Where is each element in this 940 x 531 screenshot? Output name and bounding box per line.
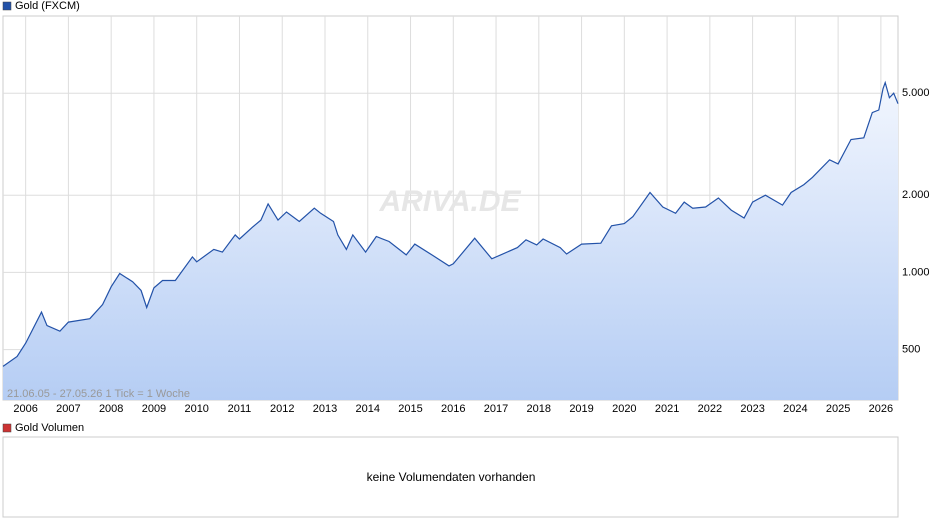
volume-panel [2, 436, 899, 518]
x-tick-label: 2012 [270, 403, 294, 415]
y-tick-label: 1.000 [902, 266, 930, 278]
x-tick-label: 2023 [740, 403, 764, 415]
x-tick-label: 2022 [698, 403, 722, 415]
x-tick-label: 2019 [569, 403, 593, 415]
x-tick-label: 2007 [56, 403, 80, 415]
info-text: 21.06.05 - 27.05.26 1 Tick = 1 Woche [7, 388, 190, 400]
x-tick-label: 2018 [527, 403, 551, 415]
x-tick-label: 2006 [13, 403, 37, 415]
x-tick-label: 2011 [228, 403, 252, 415]
legend-swatch [2, 423, 12, 433]
x-tick-label: 2024 [783, 403, 807, 415]
x-tick-label: 2013 [313, 403, 337, 415]
watermark: ARIVA.DE [378, 185, 521, 218]
x-tick-label: 2008 [99, 403, 123, 415]
area [3, 82, 898, 400]
y-tick-label: 2.000 [902, 189, 930, 201]
x-tick-label: 2016 [441, 403, 465, 415]
x-tick-label: 2026 [869, 403, 893, 415]
x-tick-label: 2017 [484, 403, 508, 415]
line [2, 80, 899, 367]
legend-swatch [2, 1, 12, 11]
y-tick-label: 5.000 [902, 87, 930, 99]
x-tick-label: 2021 [655, 403, 679, 415]
x-tick-label: 2014 [356, 403, 380, 415]
legend-label: Gold (FXCM) [15, 0, 80, 12]
x-tick-label: 2010 [184, 403, 208, 415]
volume-legend-label: Gold Volumen [15, 422, 84, 434]
x-tick-label: 2025 [826, 403, 850, 415]
x-tick-label: 2020 [612, 403, 636, 415]
volume-message: keine Volumendaten vorhanden [367, 470, 536, 484]
x-tick-label: 2009 [142, 403, 166, 415]
x-tick-label: 2015 [398, 403, 422, 415]
y-tick-label: 500 [902, 344, 920, 356]
